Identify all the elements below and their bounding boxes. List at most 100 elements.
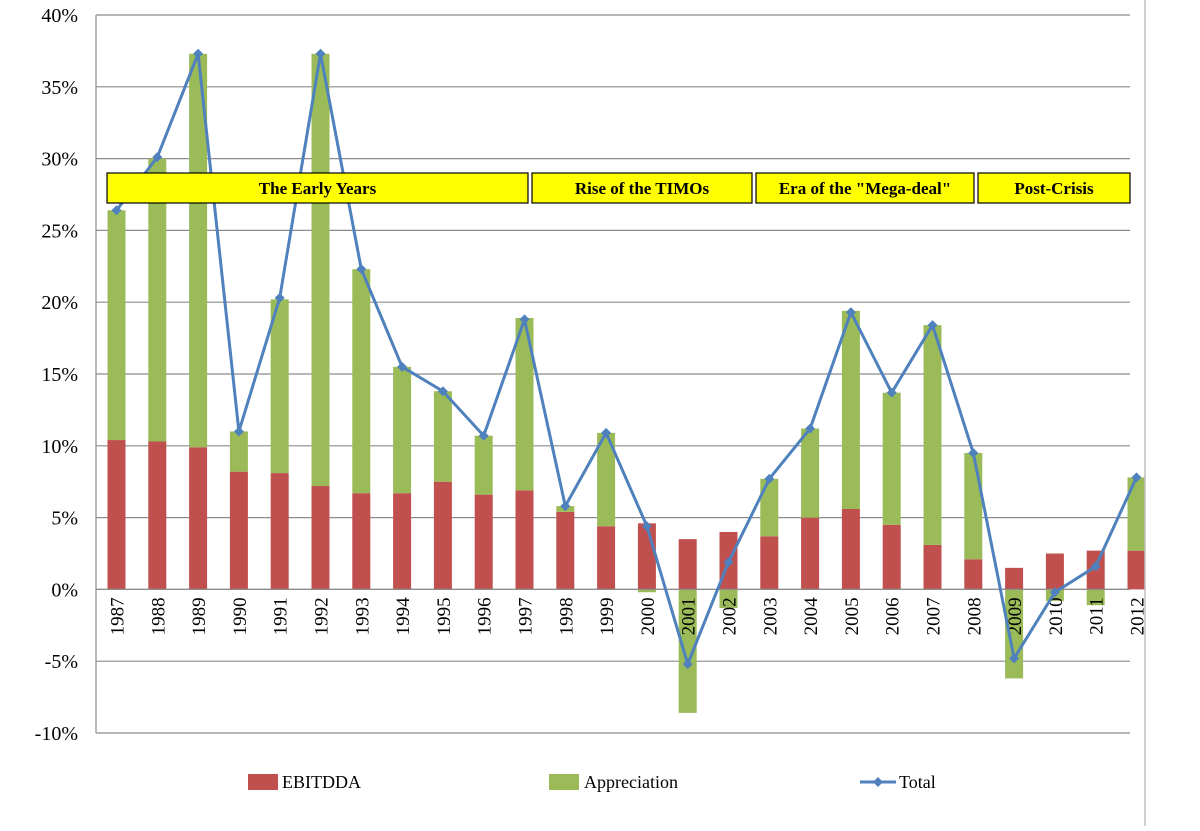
bar-ebitdda-2008 (964, 559, 983, 590)
y-tick-label: 20% (41, 292, 78, 314)
x-tick-label-1995: 1995 (434, 597, 455, 635)
x-tick-label-1998: 1998 (556, 597, 577, 635)
total-marker-2006 (886, 387, 897, 398)
total-marker-2010 (1049, 587, 1060, 598)
legend-label-ebitdda: EBITDDA (282, 772, 361, 792)
bar-appreciation-1996 (474, 435, 493, 495)
bar-ebitdda-1989 (189, 447, 208, 590)
y-tick-label: 25% (41, 220, 78, 242)
x-tick-label-1987: 1987 (108, 597, 129, 635)
bar-appreciation-2002 (719, 589, 738, 609)
total-marker-1997 (519, 314, 530, 325)
bar-appreciation-2003 (760, 478, 779, 537)
bar-ebitdda-2009 (1005, 567, 1024, 590)
bar-ebitdda-1996 (474, 494, 493, 590)
y-tick-label: 0% (51, 579, 78, 601)
bar-ebitdda-1987 (107, 440, 126, 590)
x-tick-label-2012: 2012 (1128, 597, 1149, 635)
bar-ebitdda-1994 (393, 493, 412, 590)
y-tick-label: 30% (41, 149, 78, 171)
bar-appreciation-1991 (270, 299, 289, 474)
legend-label-total: Total (899, 772, 936, 792)
y-tick-label: -5% (45, 651, 78, 673)
bar-ebitdda-2006 (882, 524, 901, 590)
bar-ebitdda-1988 (148, 441, 167, 590)
y-tick-label: 40% (41, 5, 78, 27)
bar-ebitdda-2003 (760, 536, 779, 590)
x-tick-label-2001: 2001 (679, 597, 700, 635)
bar-appreciation-2006 (882, 392, 901, 525)
total-marker-1991 (274, 292, 285, 303)
bar-appreciation-1999 (597, 432, 616, 527)
legend: EBITDDA Appreciation Total (248, 772, 936, 792)
total-marker-1999 (601, 427, 612, 438)
legend-swatch-appreciation (549, 774, 579, 790)
x-tick-label-1991: 1991 (271, 597, 292, 635)
bar-appreciation-2004 (801, 428, 820, 518)
x-tick-label-1988: 1988 (148, 597, 169, 635)
x-tick-label-1990: 1990 (230, 597, 251, 635)
bar-ebitdda-2000 (637, 523, 656, 590)
bar-ebitdda-1995 (433, 481, 452, 590)
bar-appreciation-2009 (1005, 589, 1024, 679)
bar-ebitdda-1998 (556, 511, 575, 590)
x-tick-label-2011: 2011 (1087, 597, 1108, 634)
total-marker-1993 (356, 264, 367, 275)
x-tick-label-1996: 1996 (475, 597, 496, 635)
x-tick-label-2002: 2002 (720, 597, 741, 635)
bar-appreciation-2005 (841, 310, 860, 509)
era-label-3: Post-Crisis (1014, 179, 1094, 198)
axis-layer (95, 0, 1146, 826)
bar-layer (107, 53, 1146, 713)
bar-ebitdda-2010 (1045, 553, 1064, 590)
bar-ebitdda-2001 (678, 539, 697, 590)
x-tick-label-2007: 2007 (924, 597, 945, 635)
legend-swatch-ebitdda (248, 774, 278, 790)
legend-label-appreciation: Appreciation (584, 772, 678, 792)
bar-appreciation-1988 (148, 158, 167, 442)
x-tick-label-1992: 1992 (312, 597, 333, 635)
x-tick-label-2009: 2009 (1005, 597, 1026, 635)
era-box-0 (106, 172, 529, 204)
x-tick-label-2000: 2000 (638, 597, 659, 635)
era-label-1: Rise of the TIMOs (575, 179, 710, 198)
y-tick-labels: -10% -5% 0% 5% 10% 15% 20% 25% 30% 35% 40% (35, 5, 78, 745)
x-tick-label-1994: 1994 (393, 597, 414, 636)
bar-ebitdda-2004 (801, 517, 820, 590)
bar-ebitdda-2005 (841, 508, 860, 590)
bar-appreciation-1987 (107, 210, 126, 441)
bar-ebitdda-1991 (270, 473, 289, 590)
era-label-0: The Early Years (259, 179, 377, 198)
bar-ebitdda-1997 (515, 490, 534, 590)
total-marker-1995 (437, 386, 448, 397)
era-box-1 (531, 172, 753, 204)
total-marker-2005 (845, 307, 856, 318)
y-tick-label: -10% (35, 723, 78, 745)
x-tick-label-2003: 2003 (760, 597, 781, 635)
bar-ebitdda-1993 (352, 493, 371, 590)
total-marker-2003 (764, 473, 775, 484)
y-tick-label: 35% (41, 77, 78, 99)
x-tick-label-2004: 2004 (801, 597, 822, 636)
era-box-3 (977, 172, 1131, 204)
bar-ebitdda-2007 (923, 544, 942, 590)
total-line-layer (111, 48, 1142, 670)
x-tick-label-1993: 1993 (352, 597, 373, 635)
era-annotations: The Early Years Rise of the TIMOs Era of t… (106, 172, 1131, 204)
bar-ebitdda-1992 (311, 486, 330, 590)
x-tick-label-2010: 2010 (1046, 597, 1067, 635)
total-marker-2001 (682, 659, 693, 670)
bar-appreciation-2008 (964, 452, 983, 560)
x-tick-label-2005: 2005 (842, 597, 863, 635)
y-tick-label: 15% (41, 364, 78, 386)
era-box-2 (755, 172, 975, 204)
bar-ebitdda-1990 (229, 471, 248, 590)
bar-ebitdda-1999 (597, 526, 616, 590)
x-tick-label-2006: 2006 (883, 597, 904, 635)
era-label-2: Era of the "Mega-deal" (779, 179, 951, 198)
bar-appreciation-1995 (433, 391, 452, 482)
bar-appreciation-2012 (1127, 477, 1146, 551)
total-marker-1989 (193, 48, 204, 59)
